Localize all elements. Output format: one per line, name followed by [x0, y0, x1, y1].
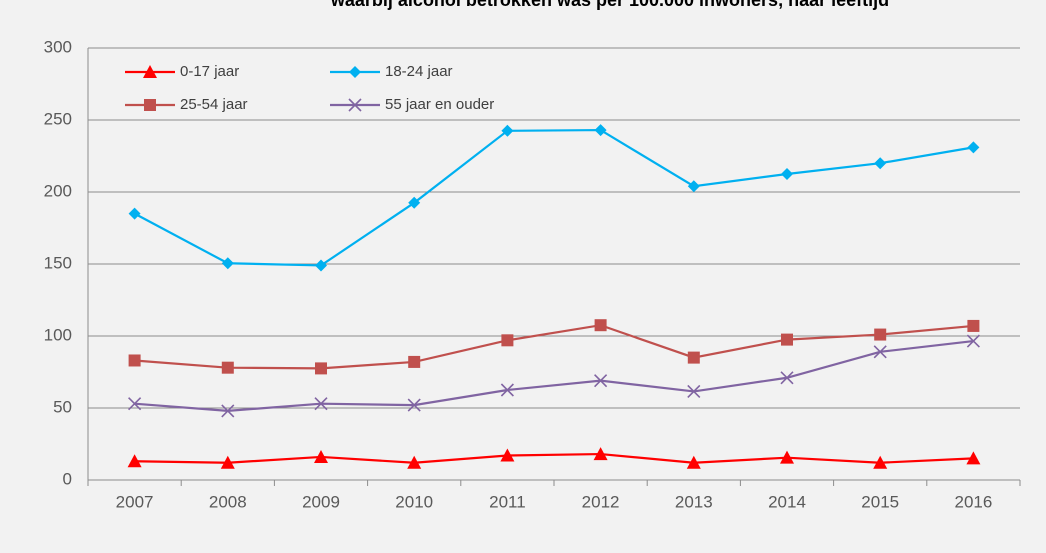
- marker: [781, 333, 793, 346]
- marker: [501, 124, 514, 137]
- marker: [144, 99, 156, 111]
- marker: [128, 354, 141, 367]
- marker: [780, 450, 794, 464]
- y-tick-label: 200: [44, 181, 72, 200]
- marker: [593, 447, 608, 461]
- marker: [781, 168, 793, 180]
- marker: [687, 180, 700, 193]
- legend-label: 18-24 jaar: [385, 63, 453, 80]
- marker: [780, 371, 794, 385]
- x-tick-label: 2013: [675, 492, 713, 511]
- marker: [874, 157, 887, 170]
- y-tick-label: 50: [53, 397, 72, 416]
- marker: [408, 196, 421, 209]
- series-line: [134, 452, 974, 464]
- marker: [966, 334, 980, 348]
- marker: [315, 259, 327, 272]
- marker: [500, 383, 514, 397]
- marker: [315, 362, 327, 375]
- marker: [874, 328, 887, 341]
- marker: [686, 455, 701, 469]
- marker: [314, 397, 328, 411]
- marker: [128, 397, 142, 411]
- series-line: [134, 339, 974, 412]
- marker: [128, 207, 141, 220]
- marker: [407, 455, 422, 469]
- marker: [500, 448, 515, 462]
- marker: [143, 65, 157, 78]
- marker: [348, 98, 362, 112]
- x-tick-label: 2014: [768, 492, 806, 511]
- y-tick-label: 0: [63, 469, 72, 488]
- legend-label: 25-54 jaar: [180, 96, 248, 113]
- legend-label: 0-17 jaar: [180, 63, 239, 80]
- chart-title: waarbij alcohol betrokken was per 100.00…: [330, 0, 889, 10]
- marker: [501, 334, 514, 347]
- x-tick-label: 2010: [395, 492, 433, 511]
- marker: [594, 319, 607, 332]
- x-tick-label: 2007: [116, 492, 154, 511]
- y-tick-label: 300: [44, 37, 72, 56]
- x-tick-label: 2015: [861, 492, 899, 511]
- x-tick-label: 2011: [489, 492, 526, 511]
- x-tick-label: 2008: [209, 492, 247, 511]
- x-tick-label: 2012: [582, 492, 620, 511]
- y-tick-label: 150: [44, 253, 72, 272]
- series-line: [134, 324, 974, 370]
- marker: [407, 398, 421, 412]
- x-tick-label: 2009: [302, 492, 340, 511]
- marker: [408, 355, 421, 368]
- legend-label: 55 jaar en ouder: [385, 96, 494, 113]
- marker: [221, 404, 235, 418]
- marker: [594, 124, 607, 137]
- marker: [314, 449, 328, 463]
- marker: [220, 455, 235, 469]
- marker: [687, 384, 701, 399]
- y-tick-label: 250: [44, 109, 72, 128]
- marker: [873, 455, 888, 469]
- marker: [967, 141, 980, 154]
- marker: [127, 454, 142, 468]
- marker: [349, 66, 361, 78]
- marker: [221, 361, 234, 374]
- x-tick-label: 2016: [954, 492, 992, 511]
- marker: [221, 257, 234, 270]
- marker: [873, 345, 887, 359]
- marker: [594, 374, 608, 388]
- y-tick-label: 100: [44, 325, 72, 344]
- marker: [966, 451, 981, 465]
- series-line: [134, 128, 974, 267]
- marker: [687, 351, 700, 364]
- marker: [967, 319, 980, 332]
